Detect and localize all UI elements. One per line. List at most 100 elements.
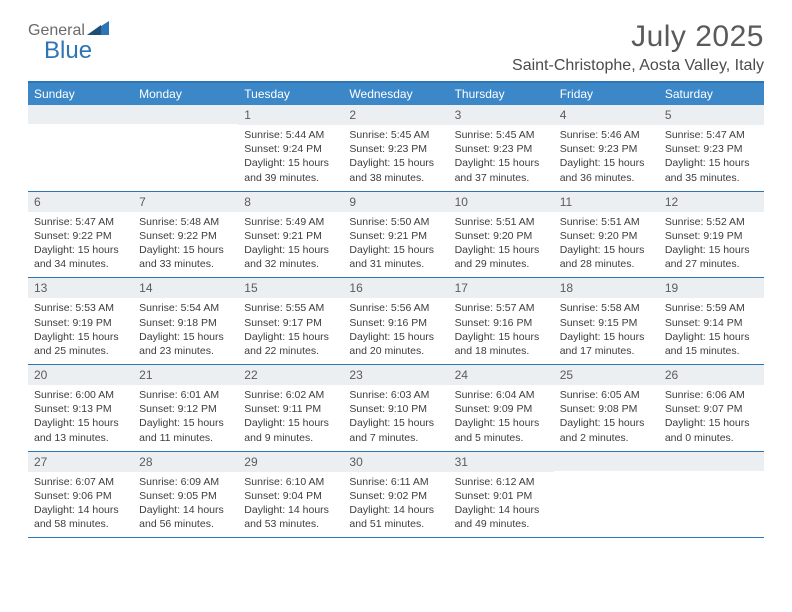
day-number: 4 — [554, 105, 659, 125]
sunrise-text: Sunrise: 5:46 AM — [560, 128, 653, 142]
sunset-text: Sunset: 9:23 PM — [665, 142, 758, 156]
day-details: Sunrise: 6:11 AMSunset: 9:02 PMDaylight:… — [343, 472, 448, 538]
sunrise-text: Sunrise: 5:56 AM — [349, 301, 442, 315]
calendar-grid: 1Sunrise: 5:44 AMSunset: 9:24 PMDaylight… — [28, 105, 764, 538]
day-number: 21 — [133, 365, 238, 385]
day-cell: 9Sunrise: 5:50 AMSunset: 9:21 PMDaylight… — [343, 192, 448, 278]
location-subtitle: Saint-Christophe, Aosta Valley, Italy — [512, 57, 764, 75]
daylight-text-1: Daylight: 15 hours — [665, 156, 758, 170]
day-number: 18 — [554, 278, 659, 298]
week-row: 1Sunrise: 5:44 AMSunset: 9:24 PMDaylight… — [28, 105, 764, 192]
sunrise-text: Sunrise: 5:55 AM — [244, 301, 337, 315]
calendar-page: General Blue July 2025 Saint-Christophe,… — [0, 0, 792, 558]
day-cell: 13Sunrise: 5:53 AMSunset: 9:19 PMDayligh… — [28, 278, 133, 364]
day-number: 30 — [343, 452, 448, 472]
sunrise-text: Sunrise: 5:45 AM — [349, 128, 442, 142]
day-details: Sunrise: 6:07 AMSunset: 9:06 PMDaylight:… — [28, 472, 133, 538]
day-number: 19 — [659, 278, 764, 298]
dow-thursday: Thursday — [449, 83, 554, 105]
daylight-text-2: and 53 minutes. — [244, 517, 337, 531]
sunrise-text: Sunrise: 5:44 AM — [244, 128, 337, 142]
sunrise-text: Sunrise: 5:47 AM — [665, 128, 758, 142]
day-cell: 30Sunrise: 6:11 AMSunset: 9:02 PMDayligh… — [343, 452, 448, 538]
day-number: 28 — [133, 452, 238, 472]
dow-tuesday: Tuesday — [238, 83, 343, 105]
daylight-text-1: Daylight: 15 hours — [139, 330, 232, 344]
daylight-text-1: Daylight: 15 hours — [34, 416, 127, 430]
day-details — [554, 471, 659, 523]
dow-saturday: Saturday — [659, 83, 764, 105]
daylight-text-2: and 17 minutes. — [560, 344, 653, 358]
day-number: 29 — [238, 452, 343, 472]
sunset-text: Sunset: 9:21 PM — [244, 229, 337, 243]
day-details: Sunrise: 5:45 AMSunset: 9:23 PMDaylight:… — [449, 125, 554, 191]
day-number: 13 — [28, 278, 133, 298]
header: General Blue July 2025 Saint-Christophe,… — [28, 20, 764, 75]
day-cell: 19Sunrise: 5:59 AMSunset: 9:14 PMDayligh… — [659, 278, 764, 364]
sunset-text: Sunset: 9:07 PM — [665, 402, 758, 416]
daylight-text-2: and 34 minutes. — [34, 257, 127, 271]
sunset-text: Sunset: 9:17 PM — [244, 316, 337, 330]
daylight-text-2: and 36 minutes. — [560, 171, 653, 185]
day-details: Sunrise: 6:01 AMSunset: 9:12 PMDaylight:… — [133, 385, 238, 451]
day-details: Sunrise: 5:53 AMSunset: 9:19 PMDaylight:… — [28, 298, 133, 364]
sunset-text: Sunset: 9:14 PM — [665, 316, 758, 330]
day-number: 11 — [554, 192, 659, 212]
day-number: 31 — [449, 452, 554, 472]
day-cell: 31Sunrise: 6:12 AMSunset: 9:01 PMDayligh… — [449, 452, 554, 538]
sunset-text: Sunset: 9:23 PM — [349, 142, 442, 156]
day-number: 6 — [28, 192, 133, 212]
day-number: 20 — [28, 365, 133, 385]
daylight-text-2: and 56 minutes. — [139, 517, 232, 531]
daylight-text-1: Daylight: 15 hours — [560, 243, 653, 257]
day-cell: 11Sunrise: 5:51 AMSunset: 9:20 PMDayligh… — [554, 192, 659, 278]
sunrise-text: Sunrise: 6:01 AM — [139, 388, 232, 402]
month-title: July 2025 — [512, 20, 764, 54]
day-details: Sunrise: 6:10 AMSunset: 9:04 PMDaylight:… — [238, 472, 343, 538]
daylight-text-2: and 51 minutes. — [349, 517, 442, 531]
daylight-text-2: and 20 minutes. — [349, 344, 442, 358]
logo-text-2: Blue — [44, 37, 92, 65]
day-number: 23 — [343, 365, 448, 385]
sunset-text: Sunset: 9:16 PM — [349, 316, 442, 330]
sunset-text: Sunset: 9:19 PM — [34, 316, 127, 330]
day-number: 22 — [238, 365, 343, 385]
day-details: Sunrise: 6:09 AMSunset: 9:05 PMDaylight:… — [133, 472, 238, 538]
week-row: 6Sunrise: 5:47 AMSunset: 9:22 PMDaylight… — [28, 192, 764, 279]
daylight-text-1: Daylight: 15 hours — [139, 243, 232, 257]
day-cell: 15Sunrise: 5:55 AMSunset: 9:17 PMDayligh… — [238, 278, 343, 364]
daylight-text-1: Daylight: 14 hours — [139, 503, 232, 517]
sunset-text: Sunset: 9:20 PM — [455, 229, 548, 243]
day-cell: 14Sunrise: 5:54 AMSunset: 9:18 PMDayligh… — [133, 278, 238, 364]
day-cell — [659, 452, 764, 538]
daylight-text-1: Daylight: 15 hours — [34, 330, 127, 344]
sunset-text: Sunset: 9:11 PM — [244, 402, 337, 416]
daylight-text-1: Daylight: 15 hours — [665, 330, 758, 344]
sunrise-text: Sunrise: 6:00 AM — [34, 388, 127, 402]
sunset-text: Sunset: 9:18 PM — [139, 316, 232, 330]
day-details: Sunrise: 5:59 AMSunset: 9:14 PMDaylight:… — [659, 298, 764, 364]
sunset-text: Sunset: 9:10 PM — [349, 402, 442, 416]
day-cell: 26Sunrise: 6:06 AMSunset: 9:07 PMDayligh… — [659, 365, 764, 451]
sunrise-text: Sunrise: 5:47 AM — [34, 215, 127, 229]
daylight-text-1: Daylight: 15 hours — [455, 243, 548, 257]
daylight-text-2: and 13 minutes. — [34, 431, 127, 445]
day-cell — [28, 105, 133, 191]
title-block: July 2025 Saint-Christophe, Aosta Valley… — [512, 20, 764, 75]
day-cell: 3Sunrise: 5:45 AMSunset: 9:23 PMDaylight… — [449, 105, 554, 191]
sunrise-text: Sunrise: 5:48 AM — [139, 215, 232, 229]
daylight-text-2: and 9 minutes. — [244, 431, 337, 445]
daylight-text-1: Daylight: 15 hours — [455, 156, 548, 170]
day-details: Sunrise: 5:50 AMSunset: 9:21 PMDaylight:… — [343, 212, 448, 278]
sunrise-text: Sunrise: 6:11 AM — [349, 475, 442, 489]
sunset-text: Sunset: 9:16 PM — [455, 316, 548, 330]
daylight-text-1: Daylight: 14 hours — [244, 503, 337, 517]
day-details: Sunrise: 5:46 AMSunset: 9:23 PMDaylight:… — [554, 125, 659, 191]
daylight-text-1: Daylight: 15 hours — [244, 416, 337, 430]
day-cell: 4Sunrise: 5:46 AMSunset: 9:23 PMDaylight… — [554, 105, 659, 191]
week-row: 13Sunrise: 5:53 AMSunset: 9:19 PMDayligh… — [28, 278, 764, 365]
sunrise-text: Sunrise: 6:10 AM — [244, 475, 337, 489]
day-number — [554, 452, 659, 471]
day-cell: 16Sunrise: 5:56 AMSunset: 9:16 PMDayligh… — [343, 278, 448, 364]
daylight-text-1: Daylight: 15 hours — [560, 416, 653, 430]
